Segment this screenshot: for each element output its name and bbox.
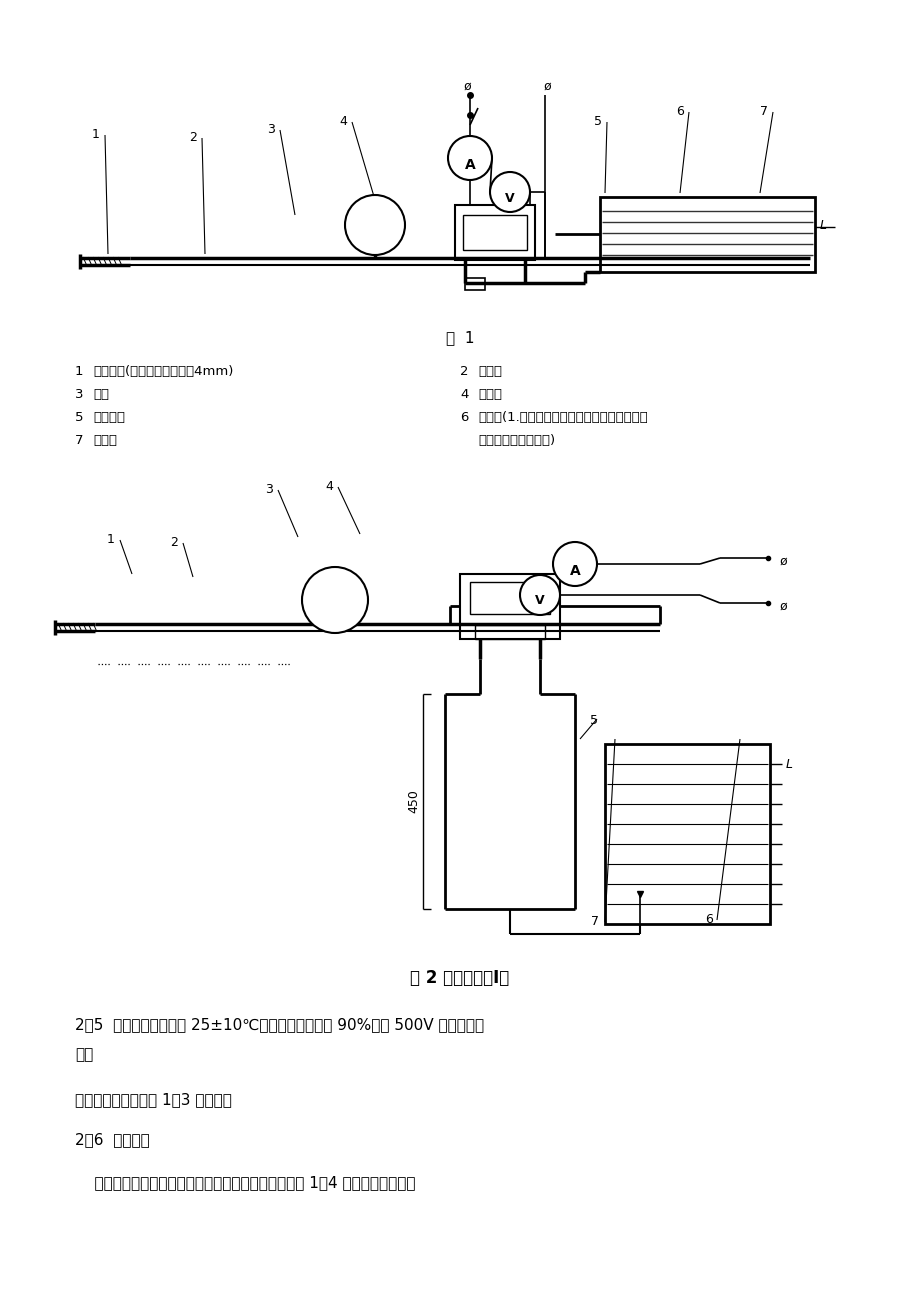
Text: 1: 1 bbox=[107, 533, 115, 546]
Text: 图 2 （标示图图Ⅰ）: 图 2 （标示图图Ⅰ） bbox=[410, 969, 509, 987]
Text: 贮液箱(1.表示洗涤液的容积，不大于配套匹所: 贮液箱(1.表示洗涤液的容积，不大于配套匹所 bbox=[478, 411, 647, 424]
Text: 2．5  绣缘电阻试验：在 25±10℃，相对湿度不大于 90%，用 500V 的兆欧表测: 2．5 绣缘电阻试验：在 25±10℃，相对湿度不大于 90%，用 500V 的… bbox=[75, 1017, 483, 1032]
Text: 液试电机: 液试电机 bbox=[93, 411, 125, 424]
Text: 阀门: 阀门 bbox=[93, 388, 108, 401]
Text: 2: 2 bbox=[460, 365, 468, 378]
Bar bbox=[464, 279, 484, 290]
Bar bbox=[462, 215, 527, 250]
Text: 6: 6 bbox=[675, 105, 683, 118]
Text: 2: 2 bbox=[189, 132, 197, 145]
Circle shape bbox=[519, 575, 560, 615]
Text: 图  1: 图 1 bbox=[446, 329, 473, 345]
Text: 流量计: 流量计 bbox=[478, 365, 502, 378]
Circle shape bbox=[301, 566, 368, 633]
Text: 压力表: 压力表 bbox=[478, 388, 502, 401]
Text: 3: 3 bbox=[75, 388, 84, 401]
Text: 出水软管(进水软管，内径为4mm): 出水软管(进水软管，内径为4mm) bbox=[93, 365, 233, 378]
Bar bbox=[470, 582, 550, 615]
Text: 7: 7 bbox=[75, 434, 84, 447]
Circle shape bbox=[448, 135, 492, 180]
Text: L: L bbox=[785, 758, 792, 771]
Bar bbox=[599, 197, 814, 272]
Text: ø: ø bbox=[779, 555, 787, 568]
Text: 6: 6 bbox=[460, 411, 468, 424]
Bar bbox=[460, 574, 560, 639]
Text: ø: ø bbox=[542, 79, 550, 92]
Text: 过滤器: 过滤器 bbox=[93, 434, 117, 447]
Text: 定电: 定电 bbox=[75, 1047, 93, 1062]
Bar bbox=[605, 743, 769, 924]
Bar bbox=[474, 625, 544, 639]
Circle shape bbox=[552, 542, 596, 586]
Text: V: V bbox=[535, 595, 544, 608]
Circle shape bbox=[490, 172, 529, 212]
Text: 2: 2 bbox=[170, 536, 177, 549]
Text: 7: 7 bbox=[590, 915, 598, 928]
Text: 允许中洗涤液液定型): 允许中洗涤液液定型) bbox=[478, 434, 554, 447]
Text: 3: 3 bbox=[267, 122, 275, 135]
Text: 3: 3 bbox=[265, 483, 273, 496]
Text: L: L bbox=[819, 219, 826, 232]
Bar bbox=[455, 204, 535, 260]
Text: 4: 4 bbox=[339, 115, 346, 128]
Text: 5: 5 bbox=[75, 411, 84, 424]
Text: 机的绣缘电阻应符合 1．3 条规定。: 机的绣缘电阻应符合 1．3 条规定。 bbox=[75, 1092, 232, 1107]
Text: 1: 1 bbox=[75, 365, 84, 378]
Circle shape bbox=[345, 195, 404, 255]
Text: A: A bbox=[569, 564, 580, 578]
Text: ø: ø bbox=[779, 600, 787, 613]
Text: 2．6  负载试验: 2．6 负载试验 bbox=[75, 1131, 150, 1147]
Text: 4: 4 bbox=[324, 480, 333, 493]
Text: 6: 6 bbox=[704, 913, 712, 926]
Text: 5: 5 bbox=[594, 115, 601, 128]
Text: 4: 4 bbox=[460, 388, 468, 401]
Text: 450: 450 bbox=[406, 789, 420, 812]
Text: 7: 7 bbox=[759, 105, 767, 118]
Text: 5: 5 bbox=[589, 713, 597, 727]
Text: 1: 1 bbox=[92, 128, 100, 141]
Text: A: A bbox=[464, 158, 475, 172]
Text: V: V bbox=[505, 191, 515, 204]
Text: 电机负载试验时，调节管路阀门，使压力和流量符合 1．4 条规定时，电流应: 电机负载试验时，调节管路阀门，使压力和流量符合 1．4 条规定时，电流应 bbox=[75, 1174, 415, 1190]
Text: ø: ø bbox=[462, 79, 471, 92]
